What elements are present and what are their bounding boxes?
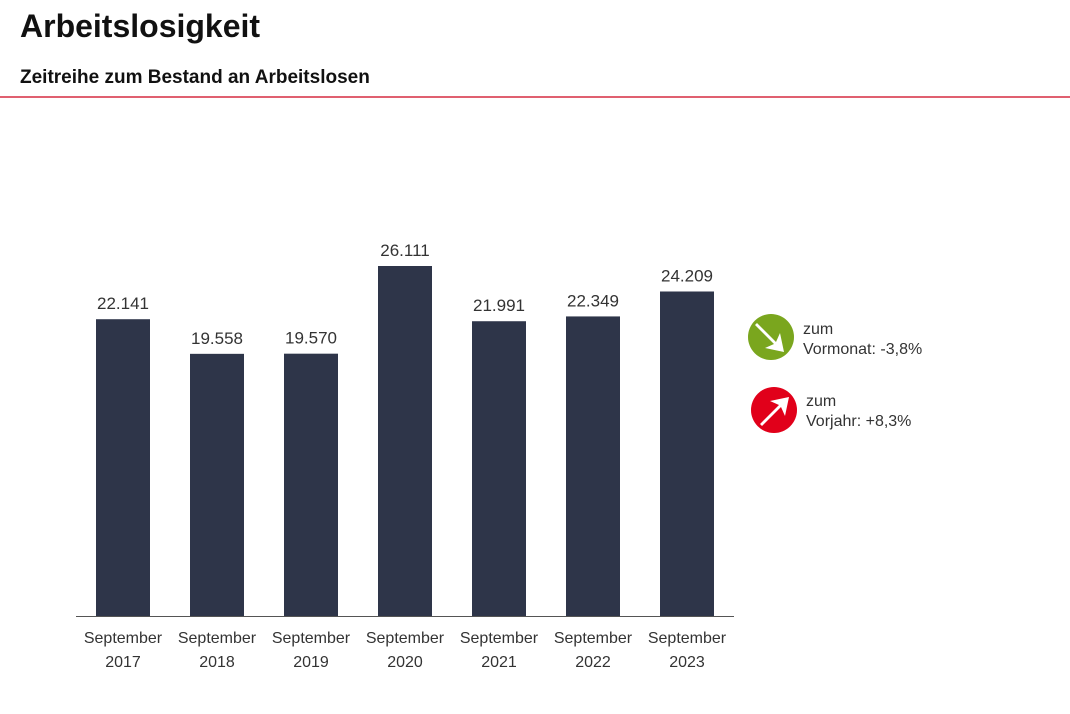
indicator-label: Vormonat: bbox=[803, 341, 876, 358]
indicator-vorjahr: zum Vorjahr: +8,3% bbox=[806, 392, 911, 432]
data-label: 19.558 bbox=[191, 329, 243, 348]
indicator-label: Vorjahr: bbox=[806, 413, 862, 430]
data-label: 22.141 bbox=[97, 294, 149, 313]
page-title: Arbeitslosigkeit bbox=[20, 8, 261, 44]
bar bbox=[660, 291, 714, 616]
divider bbox=[0, 96, 1070, 98]
x-tick-label: September bbox=[460, 630, 539, 647]
x-tick-label: 2018 bbox=[199, 654, 235, 671]
bar bbox=[190, 353, 244, 616]
indicator-value: -3,8% bbox=[880, 341, 923, 358]
indicator-vormonat: zum Vormonat: -3,8% bbox=[803, 320, 922, 360]
data-label: 22.349 bbox=[567, 291, 619, 310]
data-label: 21.991 bbox=[473, 296, 525, 315]
x-tick-label: 2020 bbox=[387, 654, 423, 671]
indicator-value: +8,3% bbox=[865, 413, 912, 430]
bar bbox=[96, 319, 150, 616]
data-label: 26.111 bbox=[380, 241, 429, 260]
x-tick-label: September bbox=[648, 630, 727, 647]
arrow-down-right-icon bbox=[748, 314, 794, 360]
bar bbox=[284, 353, 338, 616]
x-tick-label: September bbox=[84, 630, 163, 647]
x-tick-label: September bbox=[366, 630, 445, 647]
x-tick-label: 2022 bbox=[575, 654, 611, 671]
x-tick-label: 2017 bbox=[105, 654, 141, 671]
data-label: 24.209 bbox=[661, 266, 713, 285]
indicator-label: zum bbox=[806, 393, 837, 410]
x-tick-label: 2023 bbox=[669, 654, 705, 671]
x-tick-label: September bbox=[554, 630, 633, 647]
indicator-label: zum bbox=[803, 321, 834, 338]
x-tick-label: 2021 bbox=[481, 654, 517, 671]
bar bbox=[378, 266, 432, 616]
arrow-up-right-icon bbox=[751, 387, 797, 433]
bar bbox=[566, 316, 620, 616]
bar bbox=[472, 321, 526, 616]
x-tick-label: 2019 bbox=[293, 654, 329, 671]
page-subtitle: Zeitreihe zum Bestand an Arbeitslosen bbox=[20, 67, 370, 88]
data-label: 19.570 bbox=[285, 329, 337, 348]
x-tick-label: September bbox=[272, 630, 351, 647]
x-tick-label: September bbox=[178, 630, 257, 647]
